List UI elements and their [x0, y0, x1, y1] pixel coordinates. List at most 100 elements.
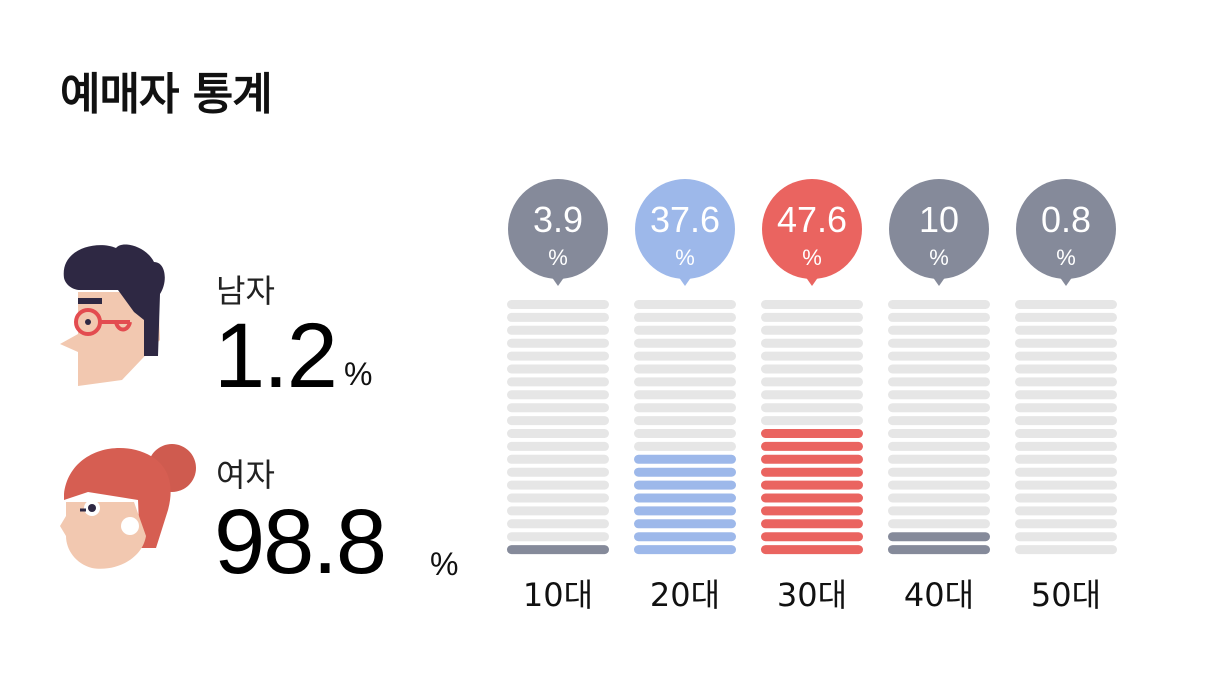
bar-segment-filled [761, 454, 863, 464]
bar-segment-filled [634, 532, 736, 542]
bar-segment-empty [507, 480, 609, 490]
bar-segment-filled [634, 493, 736, 503]
bar-segment-filled [761, 467, 863, 477]
data-label-unit: % [929, 245, 949, 270]
bar-segment-empty [634, 441, 736, 451]
bar-segment-empty [1015, 532, 1117, 542]
bar-segment-filled [761, 493, 863, 503]
data-label: 10 [919, 199, 959, 240]
value-bubble [635, 179, 735, 286]
age-group-4: 10% 40대 [888, 179, 990, 614]
bar-segment-empty [507, 351, 609, 361]
bar-segment-empty [761, 364, 863, 374]
bar-segment-empty [888, 325, 990, 335]
bar-segment-empty [1015, 441, 1117, 451]
bar-segment-empty [634, 338, 736, 348]
male-percentage: 1.2 [214, 305, 338, 407]
bar-segment-empty [507, 364, 609, 374]
bar-segment-empty [634, 300, 736, 309]
data-label-unit: % [1056, 245, 1076, 270]
bar-segment-empty [761, 377, 863, 387]
data-label: 3.9 [533, 199, 583, 240]
bar-segment-empty [1015, 364, 1117, 374]
bar-segment-empty [507, 338, 609, 348]
bar-segment-empty [634, 351, 736, 361]
category-label: 30대 [777, 576, 847, 614]
bar-segment-empty [888, 312, 990, 322]
bar-segment-empty [507, 312, 609, 322]
bar-segment-empty [888, 493, 990, 503]
bar-segment-empty [888, 403, 990, 413]
female-avatar-icon [60, 444, 196, 569]
bar-segment-empty [761, 338, 863, 348]
bar-segment-empty [888, 364, 990, 374]
bar-segment-empty [634, 403, 736, 413]
bar-segment-filled [761, 545, 863, 555]
bar-segment-empty [1015, 351, 1117, 361]
bar-segment-filled [634, 545, 736, 555]
bar-segment-empty [1015, 519, 1117, 529]
bar-segment-empty [507, 441, 609, 451]
bar-segment-filled [888, 545, 990, 555]
bar-segment-empty [507, 416, 609, 426]
data-label: 0.8 [1041, 199, 1091, 240]
bar-segment-empty [761, 390, 863, 400]
data-label-unit: % [548, 245, 568, 270]
bar-segment-empty [1015, 403, 1117, 413]
bar-segment-empty [761, 312, 863, 322]
data-label: 47.6 [777, 199, 847, 240]
bar-segment-empty [888, 467, 990, 477]
bar-segment-empty [1015, 493, 1117, 503]
bar-segment-empty [761, 300, 863, 309]
bar-segment-empty [888, 351, 990, 361]
bar-segment-empty [507, 429, 609, 438]
value-bubble [508, 179, 608, 286]
bar-segment-empty [1015, 390, 1117, 400]
category-label: 20대 [650, 576, 720, 614]
age-group-3: 47.6% 30대 [761, 179, 863, 614]
bar-segment-filled [761, 441, 863, 451]
bar-segment-empty [1015, 416, 1117, 426]
age-group-1: 3.9% 10대 [507, 179, 609, 614]
bar-segment-empty [1015, 454, 1117, 464]
bar-segment-filled [634, 519, 736, 529]
bar-segment-empty [761, 416, 863, 426]
bar-segment-empty [1015, 429, 1117, 438]
female-label: 여자 [216, 456, 275, 494]
male-label: 남자 [216, 272, 275, 310]
bar-segment-empty [507, 467, 609, 477]
female-percent-sign: % [430, 546, 459, 582]
page-title: 예매자 통계 [60, 69, 273, 120]
bar-segment-empty [888, 429, 990, 438]
bar-segment-filled [761, 519, 863, 529]
bar-segment-filled [634, 467, 736, 477]
bar-segment-empty [888, 338, 990, 348]
bar-segment-empty [634, 390, 736, 400]
bar-segment-filled [761, 506, 863, 516]
bar-segment-empty [1015, 312, 1117, 322]
bar-segment-empty [888, 506, 990, 516]
bar-segment-empty [507, 519, 609, 529]
bar-segment-empty [507, 300, 609, 309]
bar-segment-empty [888, 480, 990, 490]
male-avatar-icon [60, 244, 165, 386]
value-bubble [889, 179, 989, 286]
category-label: 10대 [523, 576, 593, 614]
bar-segment-empty [507, 532, 609, 542]
value-bubble [762, 179, 862, 286]
bar-segment-empty [507, 506, 609, 516]
bar-segment-empty [507, 493, 609, 503]
bar-segment-empty [888, 519, 990, 529]
bar-segment-empty [1015, 467, 1117, 477]
category-label: 40대 [904, 576, 974, 614]
bar-segment-filled [888, 532, 990, 542]
bar-segment-empty [761, 325, 863, 335]
bar-segment-filled [507, 545, 609, 555]
bar-segment-empty [1015, 338, 1117, 348]
bar-segment-empty [634, 416, 736, 426]
bar-segment-empty [634, 312, 736, 322]
bar-segment-empty [1015, 480, 1117, 490]
bar-segment-empty [888, 416, 990, 426]
male-percent-sign: % [344, 356, 373, 392]
